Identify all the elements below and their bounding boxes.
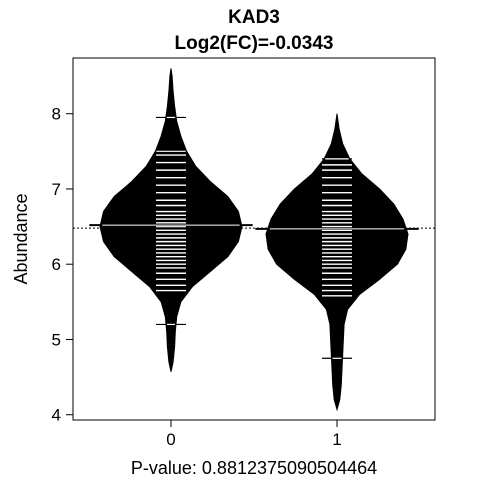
bean-shape [265, 113, 409, 412]
x-axis-label: P-value: 0.8812375090504464 [131, 458, 377, 478]
plot-frame [72, 57, 436, 421]
bean-shape [99, 68, 243, 372]
bean-group-0 [89, 68, 253, 372]
axes-layer: 0 1 4 5 6 7 8 [52, 105, 342, 449]
bean-group-1 [255, 113, 419, 412]
y-tick-label: 8 [52, 105, 61, 124]
y-tick-label: 7 [52, 180, 61, 199]
y-tick-label: 5 [52, 330, 61, 349]
beans-layer [73, 68, 435, 412]
y-tick-label: 6 [52, 255, 61, 274]
chart-subtitle: Log2(FC)=-0.0343 [175, 33, 334, 54]
chart-title: KAD3 [228, 7, 280, 28]
x-tick-label: 1 [332, 430, 341, 449]
x-tick-label: 0 [166, 430, 175, 449]
y-tick-label: 4 [52, 406, 61, 425]
y-axis-label: Abundance [11, 193, 31, 284]
